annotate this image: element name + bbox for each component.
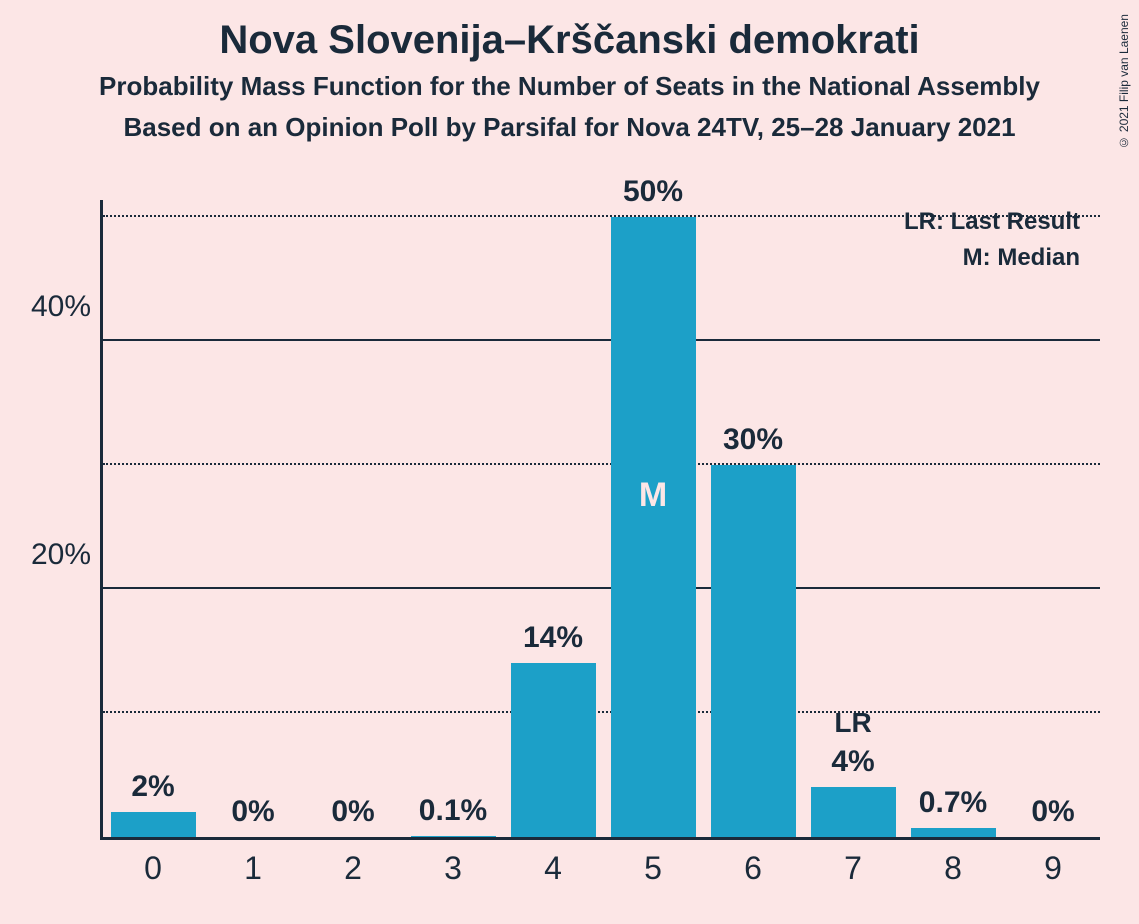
bar — [111, 812, 196, 837]
bar — [911, 828, 996, 837]
bar — [411, 836, 496, 837]
chart-subtitle-2: Based on an Opinion Poll by Parsifal for… — [0, 112, 1139, 143]
gridline-solid — [103, 587, 1100, 589]
bar-value-label: 4% — [803, 745, 903, 779]
x-tick-label: 0 — [123, 850, 183, 887]
copyright-text: © 2021 Filip van Laenen — [1117, 14, 1131, 149]
bar-value-label: 0.7% — [903, 786, 1003, 820]
bar-value-label: 0% — [1003, 795, 1103, 829]
gridline-solid — [103, 339, 1100, 341]
bar — [611, 217, 696, 837]
bar-value-label: 0% — [303, 795, 403, 829]
x-tick-label: 8 — [923, 850, 983, 887]
x-tick-label: 6 — [723, 850, 783, 887]
chart-area: LR: Last Result M: Median 20%40%2%00%10%… — [100, 200, 1100, 840]
legend-m: M: Median — [904, 244, 1080, 272]
x-tick-label: 3 — [423, 850, 483, 887]
bar — [511, 663, 596, 837]
bar-value-label: 50% — [603, 175, 703, 209]
chart-subtitle-1: Probability Mass Function for the Number… — [0, 71, 1139, 102]
bar-value-label: 0% — [203, 795, 303, 829]
chart-title: Nova Slovenija–Krščanski demokrati — [0, 18, 1139, 63]
x-tick-label: 1 — [223, 850, 283, 887]
x-tick-label: 5 — [623, 850, 683, 887]
gridline-dotted — [103, 463, 1100, 465]
y-tick-label: 40% — [11, 290, 91, 324]
gridline-dotted — [103, 215, 1100, 217]
bar-value-label: 30% — [703, 423, 803, 457]
lr-mark: LR — [834, 707, 871, 739]
x-tick-label: 7 — [823, 850, 883, 887]
x-tick-label: 9 — [1023, 850, 1083, 887]
legend-lr: LR: Last Result — [904, 208, 1080, 236]
bar-value-label: 2% — [103, 770, 203, 804]
x-tick-label: 2 — [323, 850, 383, 887]
gridline-dotted — [103, 711, 1100, 713]
median-mark: M — [639, 476, 667, 515]
bar-value-label: 14% — [503, 621, 603, 655]
bar — [711, 465, 796, 837]
legend: LR: Last Result M: Median — [904, 208, 1080, 280]
bar-value-label: 0.1% — [403, 794, 503, 828]
y-tick-label: 20% — [11, 538, 91, 572]
bar — [811, 787, 896, 837]
plot-region: LR: Last Result M: Median 20%40%2%00%10%… — [100, 200, 1100, 840]
x-tick-label: 4 — [523, 850, 583, 887]
